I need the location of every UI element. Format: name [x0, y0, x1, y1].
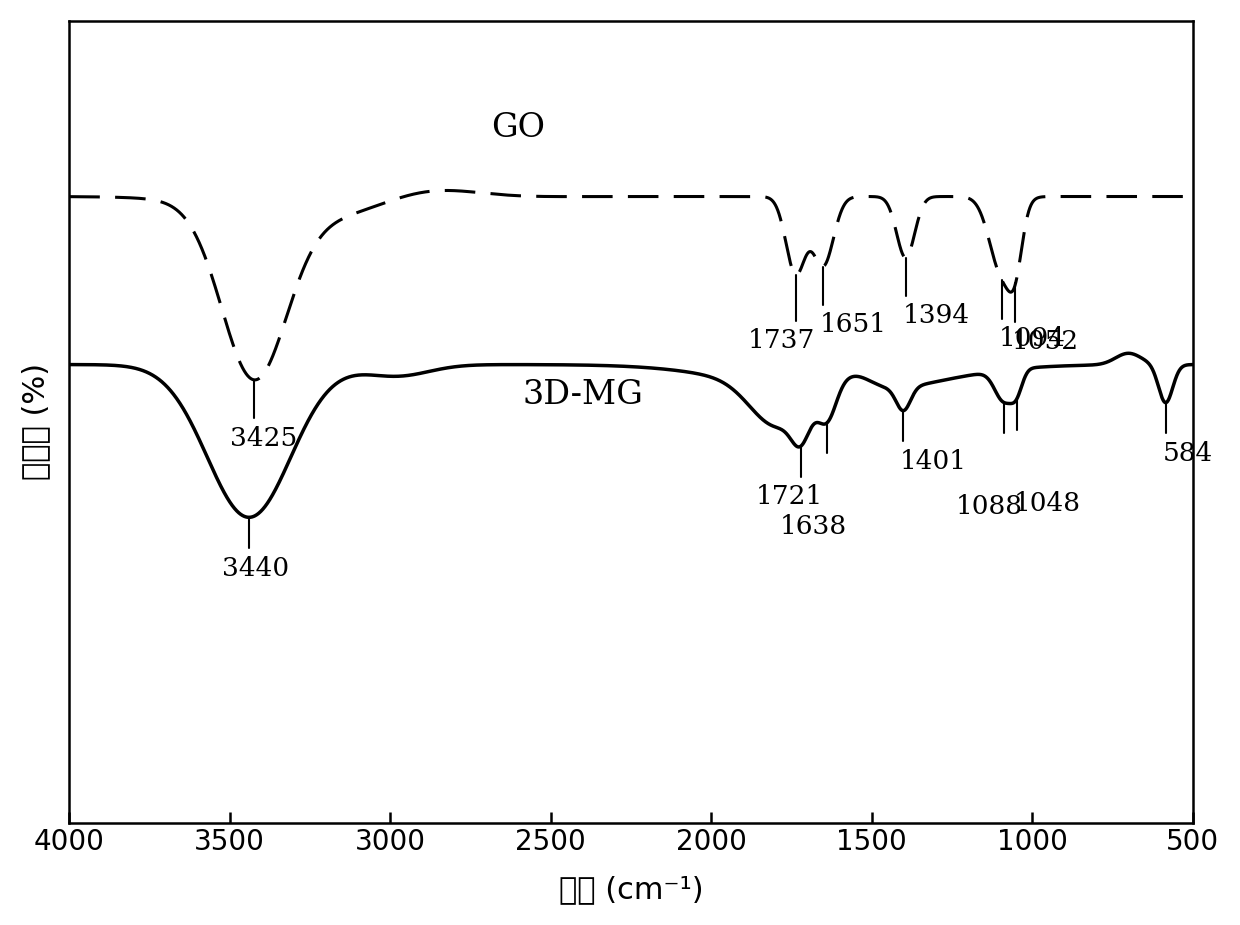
Text: 584: 584	[1162, 441, 1213, 466]
Text: 1721: 1721	[756, 485, 823, 510]
Text: 1401: 1401	[900, 449, 967, 474]
Text: 1638: 1638	[780, 514, 847, 539]
Text: 3D-MG: 3D-MG	[522, 379, 644, 411]
Text: 1048: 1048	[1013, 491, 1080, 516]
Text: 1651: 1651	[820, 313, 887, 338]
Text: 3440: 3440	[222, 556, 289, 581]
Y-axis label: 透过率 (%): 透过率 (%)	[21, 364, 50, 480]
Text: 3425: 3425	[229, 426, 298, 450]
Text: 1737: 1737	[748, 328, 815, 353]
Text: 1088: 1088	[956, 494, 1023, 519]
Text: 1094: 1094	[998, 327, 1065, 352]
Text: GO: GO	[491, 112, 546, 143]
Text: 1394: 1394	[903, 303, 970, 328]
Text: 1052: 1052	[1012, 329, 1079, 354]
X-axis label: 波数 (cm⁻¹): 波数 (cm⁻¹)	[559, 875, 703, 904]
